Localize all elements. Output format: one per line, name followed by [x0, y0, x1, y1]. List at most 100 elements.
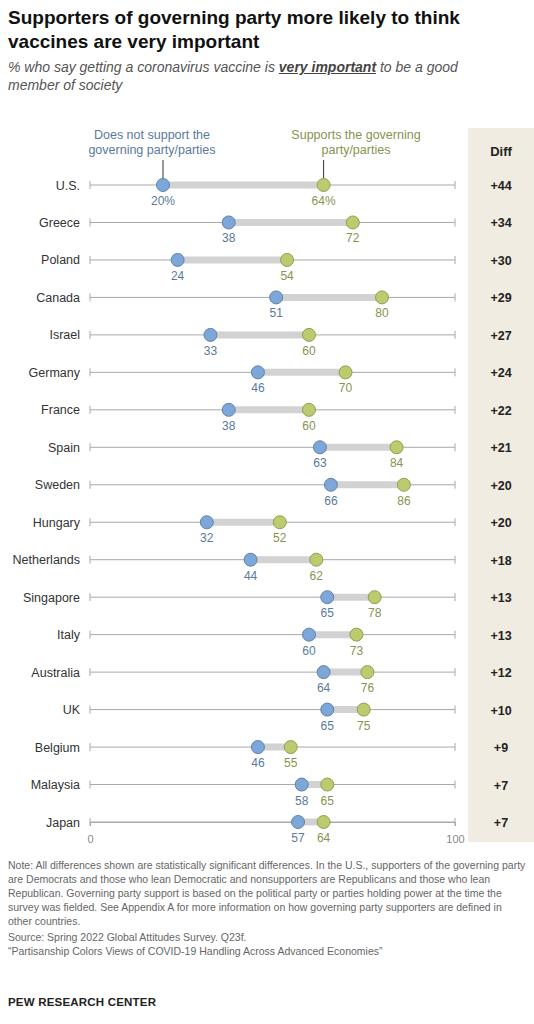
row-tick	[90, 631, 91, 639]
dot	[361, 666, 374, 679]
subtitle-part: % who say getting a coronavirus vaccine …	[8, 59, 279, 75]
dot	[303, 403, 316, 416]
dot	[324, 478, 337, 491]
dot	[251, 741, 264, 754]
row-tick	[90, 406, 91, 414]
data-label: 24	[171, 269, 185, 283]
dot	[376, 291, 389, 304]
connector	[309, 631, 356, 638]
data-label: 76	[361, 681, 375, 695]
dot	[313, 441, 326, 454]
row-tick	[455, 256, 456, 264]
dot	[157, 179, 170, 192]
note: Note: All differences shown are statisti…	[8, 858, 526, 928]
data-label: 20%	[151, 194, 175, 208]
y-tick-label: U.S.	[56, 179, 80, 193]
source: Source: Spring 2022 Global Attitudes Sur…	[8, 930, 526, 944]
dot	[339, 366, 352, 379]
dot	[303, 628, 316, 641]
data-label: 32	[200, 531, 214, 545]
dot	[204, 328, 217, 341]
y-tick-label: Hungary	[33, 516, 81, 530]
x-tick-mark	[455, 822, 456, 826]
dot	[346, 216, 359, 229]
diff-value: +29	[490, 291, 511, 305]
diff-value: +7	[494, 816, 508, 830]
connector	[258, 369, 346, 376]
row-tick	[90, 368, 91, 376]
row-line	[90, 409, 455, 410]
row-tick	[90, 818, 91, 826]
diff-value: +7	[494, 779, 508, 793]
data-label: 33	[204, 344, 218, 358]
connector	[251, 556, 317, 563]
y-tick-label: Canada	[36, 291, 80, 305]
x-tick: 0	[87, 822, 93, 845]
row-lines	[90, 181, 455, 826]
diff-value: +9	[494, 741, 508, 755]
x-axis: 0100	[87, 822, 464, 845]
y-tick-label: Netherlands	[13, 553, 80, 567]
row-tick	[455, 781, 456, 789]
y-tick-label: Poland	[41, 253, 80, 267]
connector	[207, 519, 280, 526]
subtitle-part: very important	[279, 59, 376, 75]
dot	[295, 778, 308, 791]
diff-value: +21	[490, 441, 511, 455]
y-tick: Australia	[31, 666, 80, 680]
data-label: 66	[324, 494, 338, 508]
connector	[163, 182, 324, 189]
diff-value: +20	[490, 479, 511, 493]
data-label: 54	[280, 269, 294, 283]
row-tick	[455, 218, 456, 226]
x-tick-mark	[90, 822, 91, 826]
dot	[350, 628, 363, 641]
y-tick-label: UK	[63, 703, 81, 717]
row-tick	[90, 668, 91, 676]
row-tick	[90, 218, 91, 226]
legend-label: Supports the governingparty/parties	[291, 128, 420, 157]
row-tick	[90, 331, 91, 339]
footer: Note: All differences shown are statisti…	[8, 858, 526, 958]
diff-value: +13	[490, 591, 511, 605]
row-tick	[455, 443, 456, 451]
dot	[270, 291, 283, 304]
connector	[327, 594, 374, 601]
legend-label: Does not support thegoverning party/part…	[88, 128, 215, 157]
dot	[357, 703, 370, 716]
data-label: 70	[339, 381, 353, 395]
data-label: 46	[251, 756, 265, 770]
dot	[200, 516, 213, 529]
data-label: 65	[321, 606, 335, 620]
row-tick	[455, 406, 456, 414]
data-label: 72	[346, 231, 360, 245]
row-line	[90, 634, 455, 635]
row-line	[90, 222, 455, 223]
row-tick	[90, 518, 91, 526]
dot	[273, 516, 286, 529]
row-line	[90, 522, 455, 523]
diff-value: +18	[490, 554, 511, 568]
diff-column-bg	[468, 128, 534, 842]
data-labels: 20%382451334638636632446560646546585764%…	[151, 194, 411, 845]
legend-pointer	[163, 160, 164, 178]
row-tick	[90, 706, 91, 714]
dot	[397, 478, 410, 491]
row-tick	[90, 556, 91, 564]
diff-value: +24	[490, 366, 511, 380]
diff-value: +34	[490, 216, 511, 230]
y-tick-label: Spain	[48, 441, 80, 455]
connector	[229, 406, 309, 413]
diff-value: +12	[490, 666, 511, 680]
dot	[284, 741, 297, 754]
data-label: 52	[273, 531, 287, 545]
y-tick: Poland	[41, 253, 80, 267]
dot	[317, 179, 330, 192]
data-label: 64%	[312, 194, 336, 208]
data-label: 78	[368, 606, 382, 620]
diff-value: +30	[490, 254, 511, 268]
y-tick: Singapore	[23, 591, 80, 605]
data-label: 55	[284, 756, 298, 770]
y-tick: Malaysia	[31, 778, 80, 792]
title: Supporters of governing party more likel…	[8, 6, 523, 54]
